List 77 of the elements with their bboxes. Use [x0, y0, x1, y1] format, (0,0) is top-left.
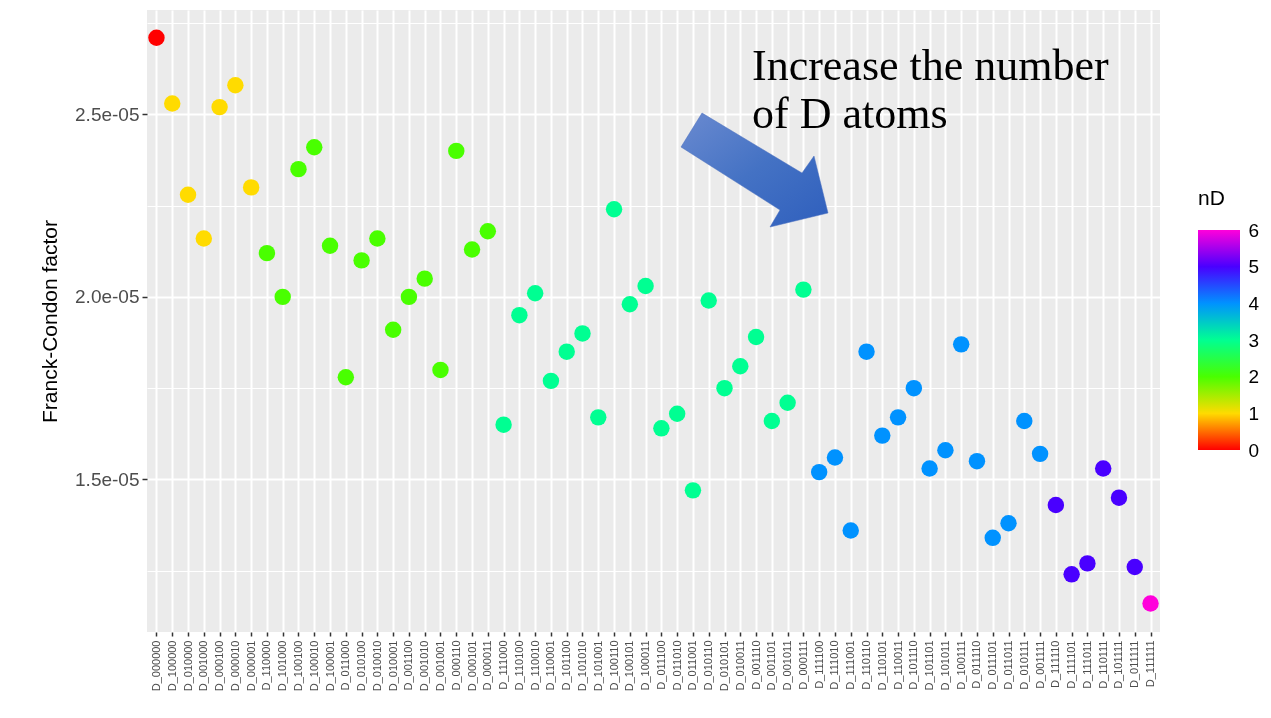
x-tick-label: D_011111	[1128, 640, 1141, 689]
x-tick-label: D_111010	[828, 640, 841, 690]
x-tick-label: D_001110	[749, 640, 762, 690]
x-tick-label: D_011100	[654, 640, 667, 690]
x-tick-label: D_110010	[528, 640, 541, 691]
y-axis-title: Franck-Condon factor	[38, 219, 62, 424]
x-tick-label: D_000011	[481, 640, 494, 691]
x-tick-label: D_111011	[1080, 640, 1093, 689]
x-tick-label: D_000010	[228, 640, 241, 692]
x-tick-label: D_101100	[560, 640, 573, 691]
x-tick-label: D_100100	[291, 640, 304, 692]
x-tick-label: D_100111	[954, 640, 967, 690]
x-tick-label: D_100000	[165, 640, 178, 692]
x-tick-label: D_010010	[370, 640, 383, 692]
x-tick-label: D_001001	[433, 640, 446, 692]
x-tick-label: D_101110	[907, 640, 920, 690]
x-tick-label: D_111101	[1065, 640, 1078, 689]
x-tick-label: D_111000	[497, 640, 510, 690]
x-tick-label: D_100001	[323, 640, 336, 692]
color-bar-label: 4	[1248, 292, 1260, 314]
x-tick-label: D_010101	[718, 640, 730, 692]
x-tick-label: D_000000	[149, 640, 162, 692]
x-tick-label: D_001000	[197, 640, 210, 692]
x-tick-label: D_110101	[875, 640, 888, 691]
x-tick-label: D_010000	[181, 640, 194, 692]
x-tick-label: D_000110	[449, 640, 462, 691]
color-bar-label: 1	[1248, 402, 1260, 424]
color-bar-label: 0	[1248, 439, 1260, 461]
annotation: Increase the number of D atoms	[752, 41, 1110, 139]
color-bar-label: 3	[1248, 329, 1260, 351]
y-tick-label: 1.5e-05	[75, 468, 140, 490]
x-tick-label: D_010110	[702, 640, 715, 691]
x-tick-label: D_010001	[386, 640, 399, 692]
x-tick-label: D_100101	[623, 640, 636, 692]
x-tick-label: D_110110	[860, 640, 873, 690]
x-tick-label: D_011110	[970, 640, 983, 689]
x-tick-label: D_011001	[686, 640, 699, 691]
x-tick-label: D_111001	[844, 640, 857, 690]
color-bar-label: 2	[1248, 366, 1260, 388]
x-tick-label: D_001101	[765, 640, 778, 691]
x-tick-label: D_011000	[339, 640, 352, 691]
x-tick-label: D_111100	[812, 640, 825, 689]
x-tick-label: D_000100	[213, 640, 226, 692]
x-tick-label: D_111110	[1049, 640, 1062, 689]
x-tick-label: D_011101	[986, 640, 999, 690]
legend-title: nD	[1198, 186, 1225, 209]
x-tick-label: D_110001	[544, 640, 557, 691]
x-tick-label: D_110100	[512, 640, 525, 691]
x-tick-label: D_010100	[355, 640, 368, 692]
x-tick-label: D_001011	[781, 640, 794, 691]
x-tick-label: D_001100	[402, 640, 415, 691]
x-tick-label: D_101010	[576, 640, 588, 692]
x-tick-label: D_110011	[891, 640, 904, 690]
x-tick-label: D_101111	[1112, 640, 1125, 689]
x-tick-label: D_000001	[244, 640, 257, 692]
y-tick-label: 2.5e-05	[75, 103, 140, 125]
x-tick-label: D_011010	[670, 640, 683, 691]
y-tick-label: 2.0e-05	[75, 286, 140, 308]
x-tick-label: D_100011	[639, 640, 652, 691]
x-tick-label: D_011011	[1002, 640, 1015, 690]
color-bar-label: 5	[1248, 256, 1260, 278]
x-tick-label: D_101011	[938, 640, 951, 691]
x-tick-label: D_010011	[733, 640, 746, 691]
x-tick-label: D_101000	[276, 640, 289, 692]
x-tick-label: D_000111	[796, 640, 809, 690]
x-tick-label: D_110000	[260, 640, 273, 691]
x-tick-label: D_001111	[1033, 640, 1046, 689]
x-tick-label: D_111111	[1144, 640, 1157, 688]
x-tick-label: D_010111	[1017, 640, 1030, 690]
x-tick-label: D_100110	[607, 640, 620, 691]
color-bar-label: 6	[1248, 219, 1260, 241]
x-tick-label: D_000101	[465, 640, 478, 692]
x-tick-label: D_100010	[307, 640, 320, 692]
x-tick-label: D_101001	[591, 640, 604, 692]
x-tick-label: D_110111	[1096, 640, 1109, 689]
x-tick-label: D_101101	[923, 640, 936, 691]
x-tick-label: D_001010	[418, 640, 431, 692]
